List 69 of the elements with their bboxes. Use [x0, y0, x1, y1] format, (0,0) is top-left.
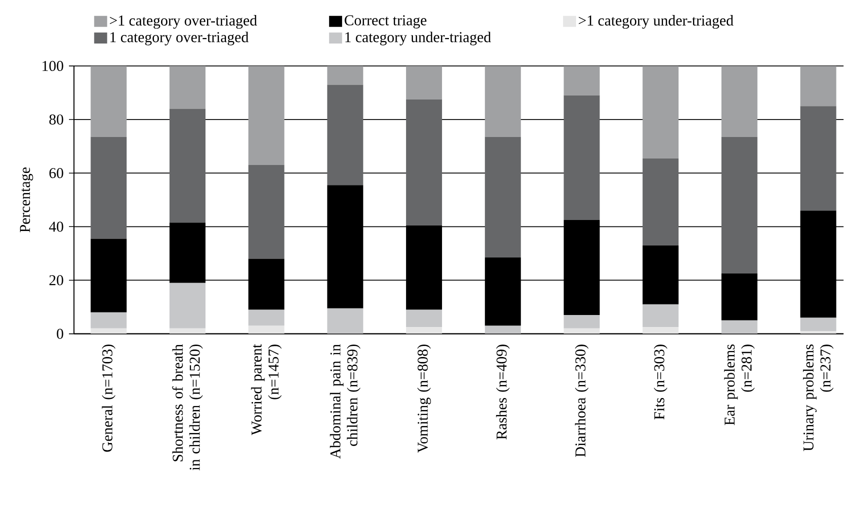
x-tick-label: Worried parent (n=1457)	[251, 344, 282, 436]
bar	[170, 222, 206, 284]
x-tick-label: Abdominal pain in children (n=839)	[330, 344, 360, 459]
y-tick-label: 20	[49, 275, 64, 286]
bar	[800, 318, 836, 332]
bar	[90, 137, 127, 239]
bar	[406, 66, 442, 100]
bar	[721, 274, 758, 321]
bar	[327, 308, 364, 334]
x-tick-label: Vomiting (n=808)	[417, 344, 431, 453]
bar	[406, 100, 442, 226]
bar	[406, 327, 442, 334]
x-tick-label: Diarrhoea (n=330)	[574, 344, 589, 458]
bar	[800, 66, 836, 106]
bar	[90, 328, 127, 334]
bar	[170, 328, 206, 334]
x-tick-label: Ear problems (n=281)	[724, 344, 755, 426]
bar	[248, 165, 284, 259]
bar	[484, 137, 521, 258]
bar	[406, 225, 442, 310]
y-tick-label: 60	[49, 168, 64, 178]
y-tick-label: 80	[49, 114, 64, 125]
x-tick-label: Urinary problems (n=237)	[802, 344, 834, 452]
bar	[642, 66, 679, 159]
legend-label: 1 category under-triaged	[345, 32, 491, 46]
legend-label: Correct triage	[344, 15, 426, 29]
bar	[564, 220, 600, 316]
bar	[800, 106, 836, 211]
bar	[327, 66, 364, 85]
bar	[800, 210, 836, 318]
bar	[248, 310, 284, 326]
x-tick-label: General (n=1703)	[102, 344, 116, 452]
bar	[170, 66, 206, 109]
bar	[484, 326, 521, 334]
legend-label: >1 category over-triaged	[110, 15, 257, 29]
bar	[327, 84, 364, 186]
legend-label: >1 category under-triaged	[578, 15, 734, 29]
bar	[564, 328, 600, 334]
bar	[248, 66, 284, 166]
bar	[90, 66, 127, 138]
bar	[642, 246, 679, 304]
bar	[170, 108, 206, 223]
y-axis-title: Percentage	[20, 168, 34, 232]
bar	[484, 66, 521, 138]
y-tick-label: 40	[49, 222, 64, 232]
bar	[248, 258, 284, 310]
x-tick-label: Fits (n=303)	[654, 344, 668, 420]
bar	[721, 320, 758, 334]
bar	[721, 66, 758, 138]
bar	[90, 312, 127, 329]
bar	[721, 137, 758, 274]
x-tick-label: Rashes (n=409)	[496, 344, 510, 440]
bar	[564, 66, 600, 96]
bar	[484, 258, 521, 326]
bar	[406, 310, 442, 328]
y-tick-label: 0	[56, 328, 64, 339]
x-tick-label: Shortness of breath in children (n=1520)	[172, 344, 203, 471]
bar	[642, 304, 679, 328]
bar	[642, 327, 679, 334]
bar	[564, 96, 600, 220]
bar	[248, 326, 284, 334]
bar	[642, 158, 679, 246]
bar	[800, 331, 836, 334]
bar	[327, 185, 364, 309]
bar	[564, 315, 600, 329]
y-tick-label: 100	[42, 61, 64, 72]
bar	[170, 283, 206, 329]
legend-label: 1 category over-triaged	[110, 32, 249, 46]
bar	[90, 238, 127, 313]
